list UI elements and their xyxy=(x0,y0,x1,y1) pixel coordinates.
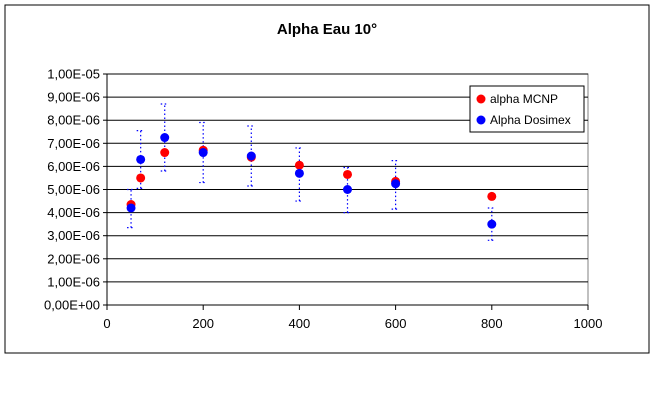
data-points xyxy=(126,133,497,229)
error-bar-1-4 xyxy=(247,125,256,187)
point-alpha-mcnp-6 xyxy=(343,169,352,179)
y-tick-label-5: 5,00E-06 xyxy=(47,182,100,197)
point-alpha-mcnp-8 xyxy=(487,191,497,201)
point-alpha-dosimex-5 xyxy=(294,168,304,178)
point-alpha-mcnp-1 xyxy=(136,173,146,183)
x-tick-label-1: 200 xyxy=(192,316,214,331)
x-tick-label-5: 1000 xyxy=(574,316,603,331)
point-alpha-dosimex-8 xyxy=(487,219,497,229)
y-tick-label-8: 8,00E-06 xyxy=(47,113,100,128)
point-alpha-dosimex-4 xyxy=(246,151,256,161)
chart-title: Alpha Eau 10° xyxy=(277,21,377,38)
y-tick-label-10: 1,00E-05 xyxy=(47,67,100,82)
y-tick-label-0: 0,00E+00 xyxy=(44,298,100,313)
point-alpha-dosimex-1 xyxy=(136,154,146,164)
y-tick-label-9: 9,00E-06 xyxy=(47,90,100,105)
point-alpha-dosimex-2 xyxy=(160,133,170,143)
y-tick-label-2: 2,00E-06 xyxy=(47,251,100,266)
y-tick-label-6: 6,00E-06 xyxy=(47,159,100,174)
x-tick-label-4: 800 xyxy=(481,316,503,331)
x-tick-label-0: 0 xyxy=(103,316,110,331)
x-axis-ticks: 0 200 400 600 800 1000 xyxy=(103,305,602,331)
x-tick-label-2: 400 xyxy=(289,316,311,331)
y-tick-label-3: 3,00E-06 xyxy=(47,228,100,243)
legend-label-alpha-dosimex: Alpha Dosimex xyxy=(490,113,571,127)
y-tick-label-1: 1,00E-06 xyxy=(47,274,100,289)
point-alpha-mcnp-5 xyxy=(294,160,304,170)
y-tick-label-4: 4,00E-06 xyxy=(47,205,100,220)
point-alpha-dosimex-3 xyxy=(198,148,208,158)
legend-box xyxy=(469,85,585,133)
point-alpha-dosimex-0 xyxy=(126,203,136,213)
error-bar-1-6 xyxy=(343,166,352,214)
point-alpha-dosimex-6 xyxy=(343,185,352,194)
error-bar-1-3 xyxy=(199,121,208,184)
x-tick-label-3: 600 xyxy=(385,316,407,331)
legend: alpha MCNP Alpha Dosimex xyxy=(469,85,585,133)
legend-marker-alpha-mcnp xyxy=(476,94,486,104)
error-bar-1-5 xyxy=(295,147,304,202)
error-bar-1-0 xyxy=(127,188,136,229)
point-alpha-mcnp-2 xyxy=(160,148,170,158)
y-axis-ticks: 0,00E+00 1,00E-06 2,00E-06 3,00E-06 4,00E-06… xyxy=(44,67,107,313)
point-alpha-dosimex-7 xyxy=(391,179,401,189)
y-tick-label-7: 7,00E-06 xyxy=(47,136,100,151)
legend-label-alpha-mcnp: alpha MCNP xyxy=(490,92,558,106)
legend-marker-alpha-dosimex xyxy=(476,115,486,125)
